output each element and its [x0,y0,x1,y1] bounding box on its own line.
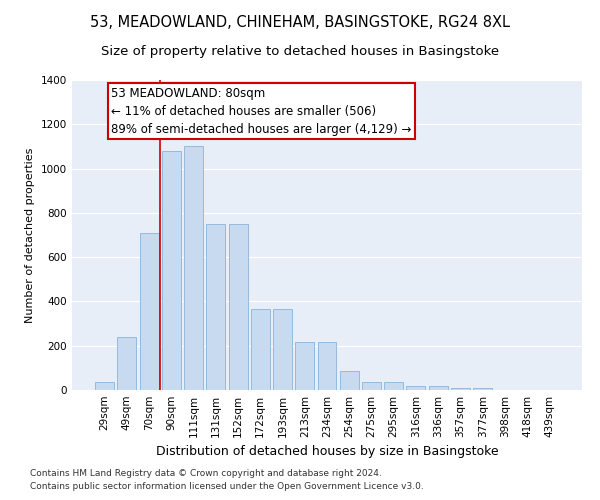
Bar [118,337,136,390]
Bar [229,224,248,390]
X-axis label: Distribution of detached houses by size in Basingstoke: Distribution of detached houses by size … [155,446,499,458]
Bar [429,386,448,390]
Bar [362,382,381,390]
Y-axis label: Number of detached properties: Number of detached properties [25,148,35,322]
Bar [95,382,114,390]
Text: Contains public sector information licensed under the Open Government Licence v3: Contains public sector information licen… [30,482,424,491]
Bar [162,151,181,390]
Bar [451,388,470,390]
Text: Size of property relative to detached houses in Basingstoke: Size of property relative to detached ho… [101,45,499,58]
Bar [406,386,425,390]
Bar [295,342,314,390]
Text: 53 MEADOWLAND: 80sqm
← 11% of detached houses are smaller (506)
89% of semi-deta: 53 MEADOWLAND: 80sqm ← 11% of detached h… [112,86,412,136]
Bar [317,342,337,390]
Text: 53, MEADOWLAND, CHINEHAM, BASINGSTOKE, RG24 8XL: 53, MEADOWLAND, CHINEHAM, BASINGSTOKE, R… [90,15,510,30]
Bar [140,233,158,390]
Bar [273,309,292,390]
Bar [473,388,492,390]
Text: Contains HM Land Registry data © Crown copyright and database right 2024.: Contains HM Land Registry data © Crown c… [30,468,382,477]
Bar [340,371,359,390]
Bar [184,146,203,390]
Bar [251,309,270,390]
Bar [206,224,225,390]
Bar [384,382,403,390]
